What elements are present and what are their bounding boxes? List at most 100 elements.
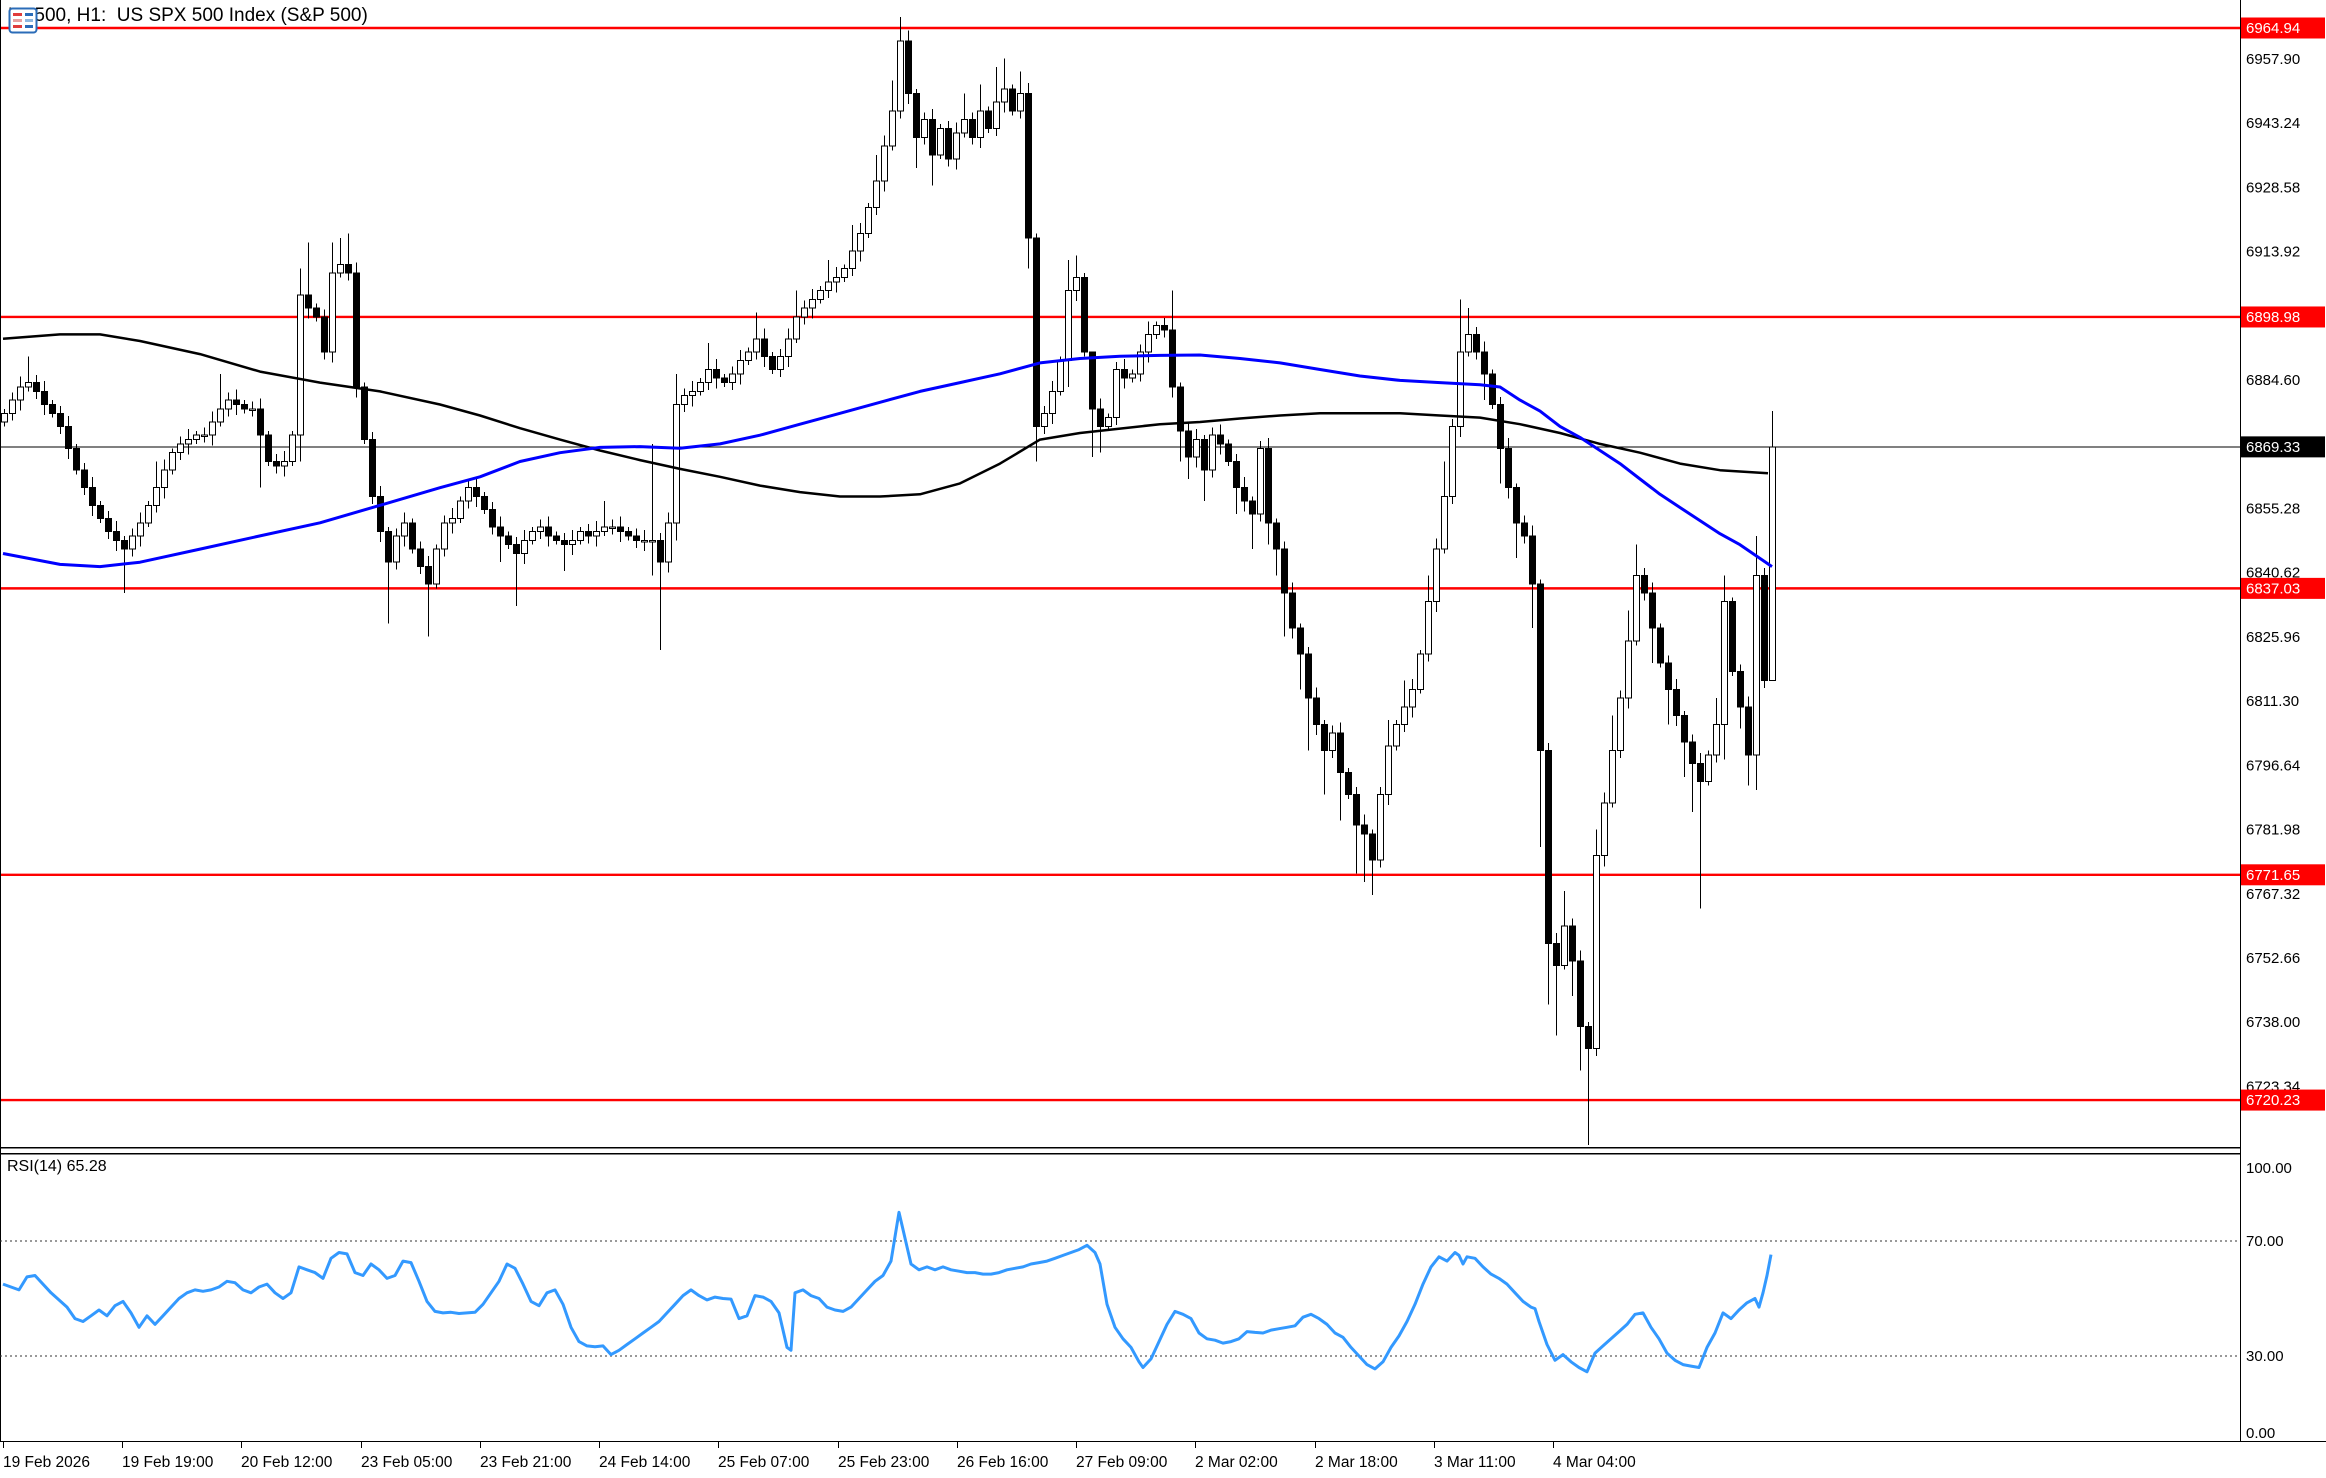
candlestick-bear <box>361 386 368 441</box>
candlestick-bull <box>865 206 872 235</box>
candlestick-bull <box>1457 351 1464 427</box>
price-tick-label: 6752.66 <box>2246 950 2300 967</box>
candlestick-bull <box>1433 548 1440 603</box>
candlestick-bear <box>121 539 128 550</box>
candlestick-bull <box>1417 653 1424 690</box>
price-tick-label: 6811.30 <box>2246 693 2299 710</box>
candlestick-bear <box>1497 404 1504 449</box>
candlestick-bear <box>81 469 88 489</box>
candlestick-bull <box>1001 88 1008 103</box>
candlestick-bull <box>1441 496 1448 550</box>
rsi-tick-label: 100.00 <box>2246 1160 2292 1177</box>
candlestick-bear <box>273 460 280 467</box>
candlestick-bull <box>201 434 208 438</box>
time-axis-label: 3 Mar 11:00 <box>1434 1454 1516 1471</box>
candlestick-bear <box>929 119 936 156</box>
candlestick-bear <box>73 447 80 471</box>
candlestick-bull <box>1705 754 1712 782</box>
price-tick-label: 6957.90 <box>2246 51 2300 68</box>
candlestick-bull <box>601 526 608 533</box>
candlestick-bear <box>761 338 768 357</box>
candlestick-bull <box>977 110 984 138</box>
candlestick-bear <box>1505 447 1512 489</box>
level-price-badge-label: 6964.94 <box>2246 20 2300 37</box>
time-axis-label: 23 Feb 05:00 <box>361 1454 453 1471</box>
candlestick-bull <box>1601 802 1608 857</box>
candlestick-bear <box>945 128 952 160</box>
time-axis-label: 2 Mar 02:00 <box>1195 1454 1278 1471</box>
candlestick-bull <box>433 548 440 585</box>
candlestick-bull <box>777 355 784 370</box>
time-axis-label: 20 Feb 12:00 <box>241 1454 333 1471</box>
candlestick-bear <box>1697 763 1704 782</box>
candlestick-bear <box>985 110 992 130</box>
candlestick-bull <box>129 535 136 550</box>
candlestick-bear <box>585 531 592 537</box>
candlestick-bear <box>233 399 240 406</box>
rsi-label: RSI(14) 65.28 <box>7 1158 107 1175</box>
candlestick-bear <box>913 92 920 138</box>
candlestick-bear <box>41 390 48 406</box>
candlestick-bull <box>801 307 808 318</box>
level-price-badge-label: 6898.98 <box>2246 309 2300 326</box>
candlestick-bull <box>1449 425 1456 498</box>
candlestick-bull <box>529 531 536 541</box>
candlestick-bull <box>857 233 864 252</box>
candlestick-bull <box>1753 574 1760 756</box>
candlestick-bear <box>1361 824 1368 835</box>
price-tick-label: 6796.64 <box>2246 757 2300 774</box>
candlestick-bull <box>1561 925 1568 966</box>
candlestick-bear <box>1265 447 1272 524</box>
candlestick-bull <box>153 487 160 506</box>
candlestick-bear <box>1729 601 1736 673</box>
time-axis-label: 19 Feb 2026 <box>3 1454 90 1471</box>
candlestick-bear <box>305 294 312 309</box>
candlestick-bear <box>617 526 624 533</box>
candlestick-bull <box>1401 706 1408 725</box>
level-price-badge-label: 6720.23 <box>2246 1092 2300 1109</box>
candlestick-bull <box>921 119 928 138</box>
candlestick-bull <box>849 250 856 270</box>
candlestick-bear <box>1233 460 1240 489</box>
candlestick-bull <box>1329 732 1336 752</box>
price-tick-label: 6767.32 <box>2246 886 2300 903</box>
candlestick-bear <box>321 316 328 353</box>
candlestick-bull <box>1073 276 1080 292</box>
candlestick-bull <box>593 531 600 537</box>
candlestick-bull <box>1193 439 1200 458</box>
candlestick-bull <box>297 294 304 436</box>
candlestick-bear <box>1305 653 1312 699</box>
time-axis-label: 27 Feb 09:00 <box>1076 1454 1168 1471</box>
candlestick-bear <box>313 307 320 318</box>
candlestick-bull <box>1393 723 1400 747</box>
candlestick-bull <box>1153 325 1160 335</box>
candlestick-bear <box>1121 368 1128 379</box>
candlestick-bear <box>425 566 432 585</box>
candlestick-bear <box>353 272 360 388</box>
time-axis-label: 2 Mar 18:00 <box>1315 1454 1398 1471</box>
candlestick-bull <box>649 539 656 543</box>
candlestick-bull <box>809 298 816 309</box>
candlestick-bear <box>1489 373 1496 406</box>
candlestick-bull <box>1105 417 1112 427</box>
symbol-icon[interactable] <box>8 5 38 35</box>
candlestick-bull <box>1769 446 1776 682</box>
candlestick-bull <box>1113 368 1120 419</box>
time-axis-label: 19 Feb 19:00 <box>122 1454 214 1471</box>
price-tick-label: 6928.58 <box>2246 179 2300 196</box>
candlestick-bear <box>1217 434 1224 445</box>
candlestick-bull <box>1593 855 1600 1050</box>
candlestick-bull <box>817 290 824 300</box>
candlestick-bear <box>721 377 728 384</box>
candlestick-bear <box>1641 574 1648 594</box>
candlestick-bear <box>1577 960 1584 1028</box>
candlestick-bear <box>1089 351 1096 410</box>
candlestick-bull <box>961 119 968 134</box>
candlestick-bull <box>1409 688 1416 708</box>
candlestick-bull <box>465 487 472 502</box>
candlestick-bear <box>369 439 376 498</box>
candlestick-bull <box>793 316 800 340</box>
rsi-tick-label: 0.00 <box>2246 1425 2275 1442</box>
